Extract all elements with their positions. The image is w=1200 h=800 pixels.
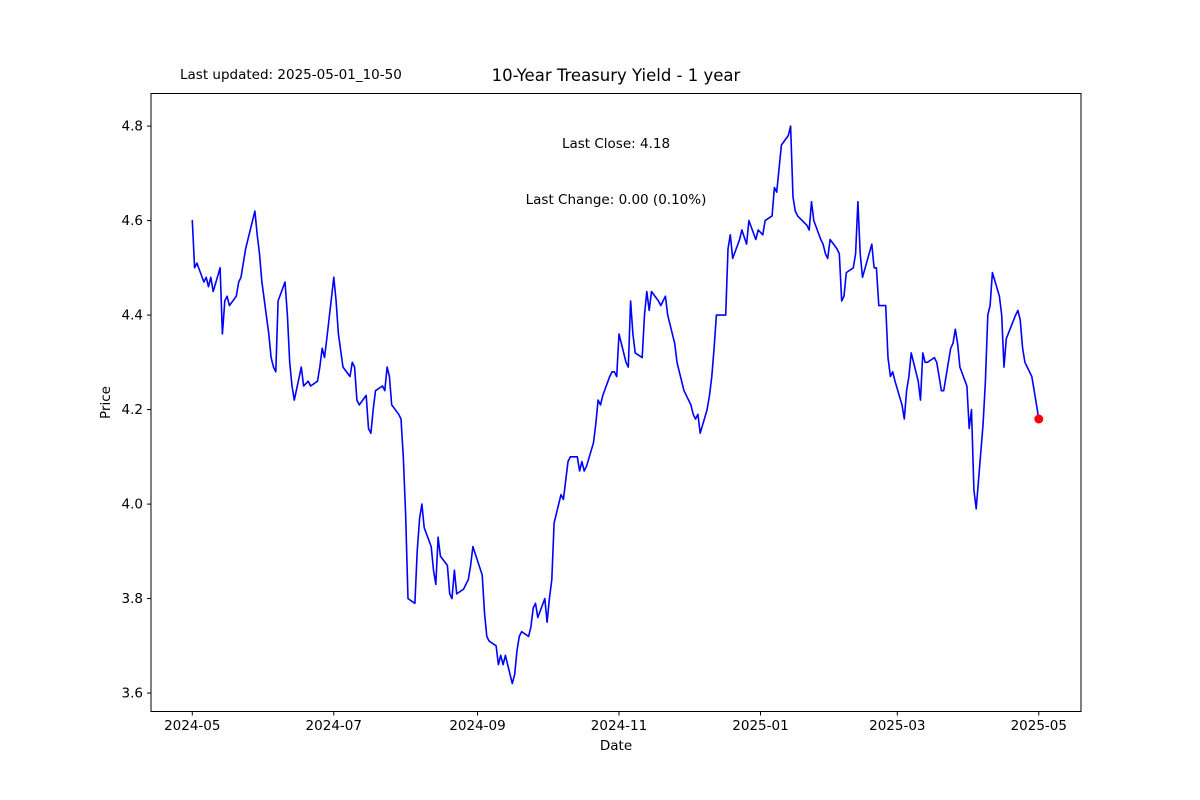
y-tick-label: 3.8	[122, 591, 143, 607]
x-tick-label: 2024-09	[449, 718, 505, 734]
chart-title: 10-Year Treasury Yield - 1 year	[491, 66, 741, 85]
x-axis-label: Date	[600, 738, 632, 754]
y-tick-label: 4.2	[122, 402, 143, 418]
x-tick-label: 2024-05	[164, 718, 220, 734]
x-tick-label: 2024-11	[591, 718, 647, 734]
x-tick-label: 2025-05	[1011, 718, 1067, 734]
plot-border	[150, 93, 1082, 712]
last-close-text: Last Close: 4.18	[561, 136, 671, 152]
y-tick-label: 3.6	[122, 686, 143, 702]
x-tick-label: 2024-07	[306, 718, 362, 734]
chart-subtitle: Last Close: 4.18 Last Change: 0.00 (0.10…	[151, 98, 1081, 246]
y-tick-label: 4.0	[122, 497, 143, 513]
x-tick-label: 2025-01	[732, 718, 788, 734]
y-tick-label: 4.8	[122, 119, 143, 135]
x-tick-label: 2025-03	[869, 718, 925, 734]
last-price-marker	[1034, 414, 1044, 424]
price-line-series	[191, 125, 1040, 685]
y-tick-label: 4.6	[122, 213, 143, 229]
last-change-text: Last Change: 0.00 (0.10%)	[525, 191, 707, 208]
y-tick-label: 4.4	[122, 308, 143, 324]
last-updated-text: Last updated: 2025-05-01_10-50	[180, 67, 402, 83]
y-axis-label: Price	[98, 386, 114, 419]
